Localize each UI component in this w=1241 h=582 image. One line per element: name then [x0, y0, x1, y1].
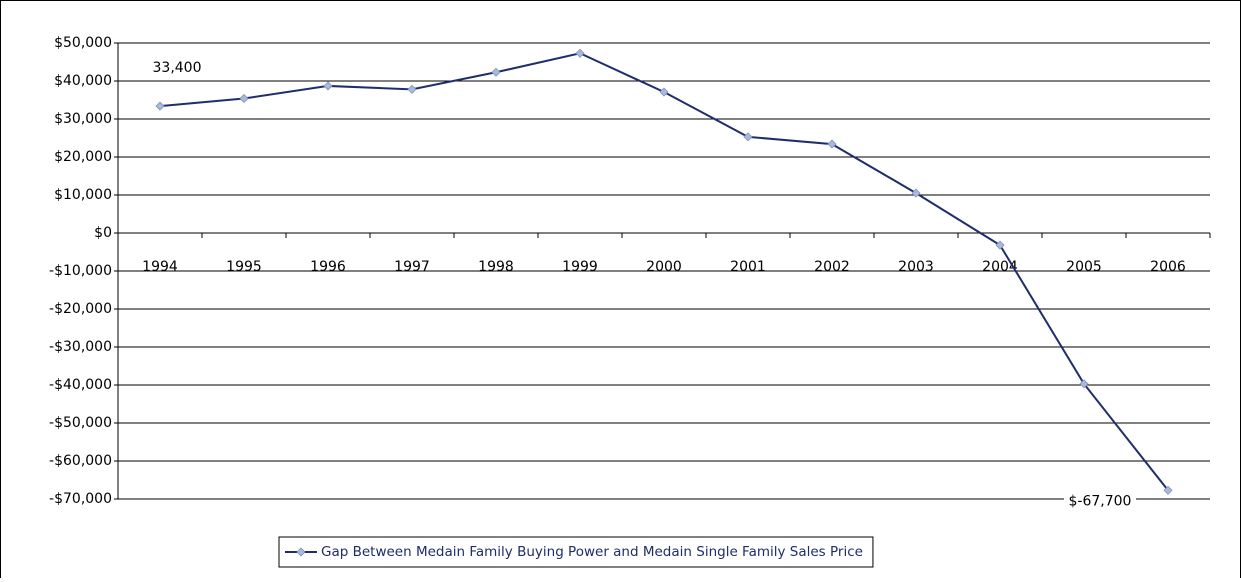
data-point — [995, 240, 1005, 250]
x-tick-label: 1998 — [478, 259, 514, 275]
legend-box — [278, 536, 874, 568]
y-tick-label: -$30,000 — [49, 339, 112, 355]
data-point — [155, 101, 165, 111]
y-tick-label: $50,000 — [54, 35, 112, 51]
data-point — [1079, 379, 1089, 389]
y-tick-label: $20,000 — [54, 149, 112, 165]
y-tick-label: -$10,000 — [49, 263, 112, 279]
data-point — [659, 87, 669, 97]
x-tick-label: 1999 — [562, 259, 598, 275]
data-point — [491, 67, 501, 77]
legend-label: Gap Between Medain Family Buying Power a… — [321, 544, 863, 560]
data-label: 33,400 — [153, 60, 202, 76]
x-tick-label: 1995 — [226, 259, 262, 275]
legend-marker — [296, 547, 306, 557]
y-tick-label: -$60,000 — [49, 453, 112, 469]
data-point — [407, 84, 417, 94]
y-tick-label: $40,000 — [54, 73, 112, 89]
data-point — [239, 93, 249, 104]
y-tick-label: -$50,000 — [49, 415, 112, 431]
data-label: $-67,700 — [1069, 493, 1132, 509]
data-point — [323, 81, 333, 91]
y-tick-label: -$40,000 — [49, 377, 112, 393]
x-tick-label: 1994 — [142, 259, 178, 275]
x-tick-label: 2004 — [982, 259, 1018, 275]
data-label-bg — [1064, 490, 1136, 513]
data-point — [827, 139, 837, 149]
x-tick-label: 2001 — [730, 259, 766, 275]
data-point — [743, 132, 753, 142]
x-tick-label: 2005 — [1066, 259, 1102, 275]
x-tick-label: 1997 — [394, 259, 430, 275]
x-tick-label: 2003 — [898, 259, 934, 275]
y-tick-label: $30,000 — [54, 111, 112, 127]
y-tick-label: -$20,000 — [49, 301, 112, 317]
x-tick-label: 2000 — [646, 259, 682, 275]
data-point — [1163, 485, 1173, 495]
x-tick-label: 2002 — [814, 259, 850, 275]
y-tick-label: -$70,000 — [49, 491, 112, 507]
data-label-bg — [141, 57, 213, 80]
x-tick-label: 1996 — [310, 259, 346, 275]
data-point — [911, 188, 921, 198]
x-tick-label: 2006 — [1150, 259, 1186, 275]
y-tick-label: $0 — [94, 225, 112, 241]
data-point — [575, 48, 585, 58]
y-tick-label: $10,000 — [54, 187, 112, 203]
